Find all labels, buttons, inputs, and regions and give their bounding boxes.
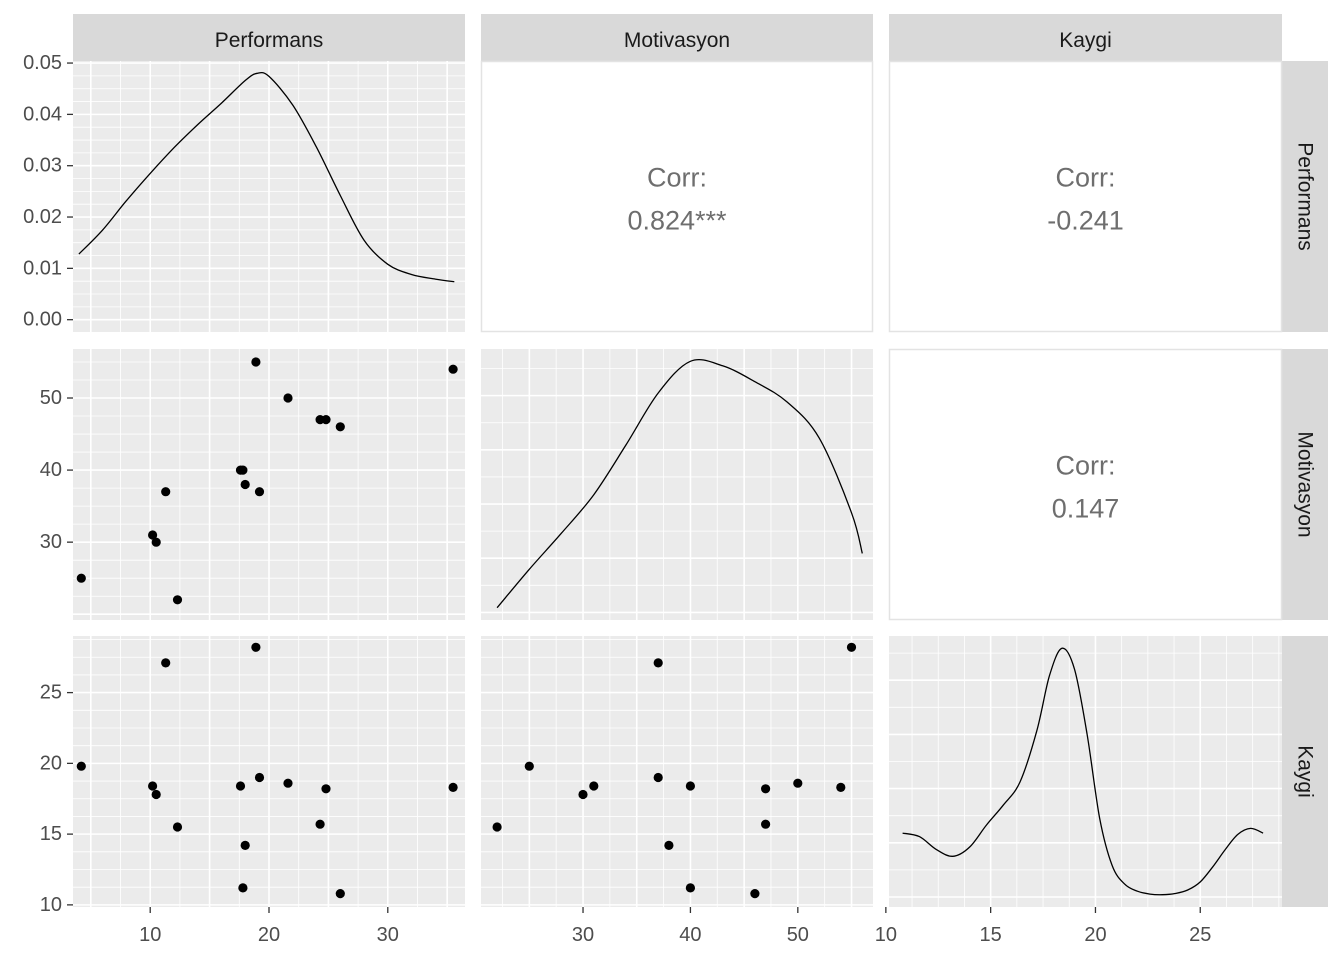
data-point: [254, 487, 265, 497]
y-tick-label: 10: [40, 894, 62, 916]
data-point: [172, 822, 183, 832]
corr-value: 0.824***: [627, 206, 727, 236]
data-point: [685, 883, 696, 893]
data-point: [335, 422, 345, 432]
y-tick-label: 0.02: [23, 206, 62, 228]
x-tick-label: 30: [572, 924, 594, 946]
data-point: [161, 487, 171, 497]
density-line-kaygi: [902, 647, 1264, 896]
y-tick-label: 0.01: [23, 257, 62, 279]
x-tick-label: 20: [1084, 924, 1106, 946]
y-tick-label: 20: [40, 752, 62, 774]
strip-top-motivasyon: [481, 14, 873, 61]
panel-motivasyon-motivasyon-bg: [481, 349, 873, 620]
panel-motivasyon-kaygi-bg: [888, 348, 1283, 621]
data-point: [448, 782, 458, 793]
data-point: [589, 781, 599, 791]
x-tick-label: 25: [1189, 924, 1211, 946]
strip-top-performans: [73, 14, 465, 61]
y-tick-label: 40: [40, 459, 62, 481]
strip-right-label-performans: Performans: [1294, 142, 1317, 251]
x-tick-label: 15: [980, 924, 1002, 946]
data-point: [315, 819, 325, 829]
data-point: [254, 772, 265, 783]
data-point: [524, 761, 534, 771]
data-point: [653, 658, 663, 668]
strip-top-label-motivasyon: Motivasyon: [624, 29, 730, 52]
data-point: [238, 883, 248, 893]
data-point: [492, 822, 502, 832]
x-tick-label: 40: [679, 924, 701, 946]
strip-top-label-kaygi: Kaygi: [1059, 29, 1112, 52]
strip-right-performans: [1282, 61, 1328, 332]
corr-value: 0.147: [1052, 494, 1120, 524]
panel-kaygi-kaygi-bg: [889, 636, 1282, 907]
y-tick-label: 30: [40, 531, 62, 553]
corr-label: Corr:: [1056, 451, 1116, 481]
strip-top-kaygi: [889, 14, 1282, 61]
y-tick-label: 15: [40, 823, 62, 845]
panel-kaygi-motivasyon-bg: [481, 636, 873, 907]
y-tick-label: 0.00: [23, 309, 62, 331]
density-line-performans: [78, 71, 455, 283]
data-point: [448, 364, 458, 374]
data-point: [251, 642, 261, 652]
x-tick-label: 20: [258, 924, 280, 946]
data-point: [335, 889, 345, 899]
data-point: [151, 789, 161, 800]
x-tick-label: 30: [377, 924, 399, 946]
data-point: [148, 781, 158, 791]
data-point: [172, 595, 183, 605]
y-tick-label: 0.04: [23, 103, 62, 125]
data-point: [148, 530, 158, 540]
corr-label: Corr:: [647, 163, 707, 193]
data-point: [793, 778, 803, 788]
strip-right-motivasyon: [1282, 349, 1328, 620]
data-point: [240, 479, 250, 490]
data-point: [235, 781, 246, 791]
x-tick-label: 10: [139, 924, 161, 946]
data-point: [321, 415, 331, 425]
data-point: [151, 537, 161, 547]
density-line-motivasyon: [496, 358, 863, 609]
strip-top-label-performans: Performans: [215, 29, 324, 52]
data-point: [283, 393, 293, 403]
strip-right-label-kaygi: Kaygi: [1294, 745, 1317, 798]
data-point: [750, 889, 760, 899]
data-point: [161, 658, 171, 668]
data-point: [653, 772, 663, 783]
data-point: [240, 840, 250, 851]
y-tick-label: 25: [40, 682, 62, 704]
data-point: [76, 573, 86, 583]
panel-performans-motivasyon-bg: [480, 60, 874, 333]
data-point: [76, 761, 86, 771]
data-point: [321, 784, 331, 794]
data-point: [238, 465, 248, 475]
data-point: [836, 782, 846, 793]
data-point: [685, 781, 696, 791]
y-tick-label: 0.03: [23, 155, 62, 177]
y-tick-label: 50: [40, 387, 62, 409]
corr-value: -0.241: [1047, 206, 1124, 236]
data-point: [761, 784, 771, 794]
data-point: [283, 778, 293, 788]
data-point: [846, 642, 857, 652]
x-tick-label: 50: [787, 924, 809, 946]
data-point: [664, 840, 674, 851]
x-tick-label: 10: [875, 924, 897, 946]
strip-right-kaygi: [1282, 636, 1328, 907]
corr-label: Corr:: [1056, 163, 1116, 193]
data-point: [578, 789, 588, 800]
y-tick-label: 0.05: [23, 52, 62, 74]
strip-right-label-motivasyon: Motivasyon: [1294, 431, 1317, 537]
data-point: [251, 357, 261, 367]
panel-performans-kaygi-bg: [888, 60, 1283, 333]
data-point: [761, 819, 771, 829]
